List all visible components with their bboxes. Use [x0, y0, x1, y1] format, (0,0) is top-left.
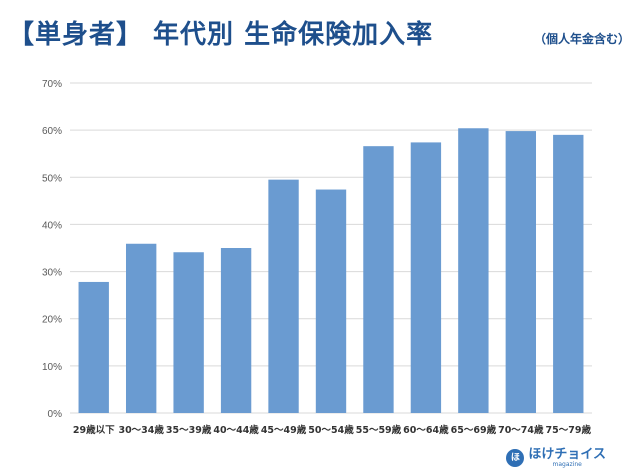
bar: [410, 142, 442, 413]
y-tick-label: 50%: [42, 173, 62, 184]
logo-icon: ほ: [506, 449, 525, 467]
y-tick-label: 20%: [42, 315, 62, 326]
bar: [315, 189, 347, 413]
x-tick-label: 30～34歳: [118, 424, 164, 436]
logo-name: ほけチョイス: [528, 447, 606, 462]
bar: [78, 281, 109, 413]
x-tick-label: 60～64歳: [403, 424, 449, 436]
y-tick-label: 60%: [42, 126, 62, 137]
bar: [458, 128, 489, 413]
x-tick-label: 45～49歳: [261, 424, 307, 436]
logo-sub: magazine: [552, 461, 582, 468]
header: 【単身者】 年代別 生命保険加入率 （個人年金含む）: [0, 0, 640, 56]
x-tick-label: 50～54歳: [308, 424, 354, 436]
x-tick-label: 29歳以下: [73, 424, 115, 436]
x-tick-label: 65～69歳: [451, 424, 497, 436]
bar: [363, 146, 394, 413]
chart-title: 【単身者】 年代別 生命保険加入率: [8, 20, 434, 50]
chart-subtitle: （個人年金含む）: [533, 32, 630, 46]
y-tick-label: 70%: [42, 79, 62, 90]
y-tick-label: 10%: [42, 362, 62, 373]
bar: [505, 131, 537, 414]
y-tick-label: 40%: [42, 220, 62, 231]
x-tick-label: 55～59歳: [356, 424, 402, 436]
bar: [553, 134, 584, 413]
x-tick-label: 35～39歳: [166, 424, 212, 436]
x-tick-label: 40～44歳: [213, 424, 259, 436]
y-tick-label: 30%: [42, 268, 62, 279]
x-tick-label: 75～79歳: [546, 424, 592, 436]
bar: [125, 243, 157, 413]
y-tick-label: 0%: [48, 409, 63, 420]
bar: [173, 252, 204, 413]
x-tick-label: 70～74歳: [498, 424, 544, 436]
brand-logo: ほ ほけチョイス magazine: [506, 448, 606, 468]
bar: [268, 179, 299, 413]
bar: [220, 248, 252, 413]
